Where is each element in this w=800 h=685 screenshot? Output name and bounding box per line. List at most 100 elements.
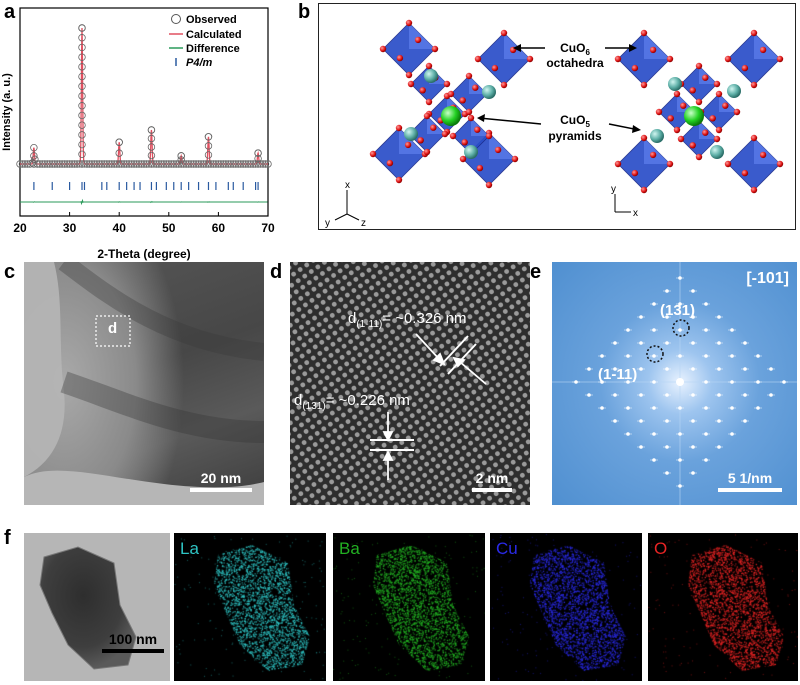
observed-point [192, 160, 200, 168]
legend-difference: Difference [186, 43, 240, 55]
eds-map-la: La [174, 533, 326, 681]
eds-map-o-canvas [648, 533, 798, 681]
difference-curve [20, 198, 268, 206]
xrd-chart: 20 30 40 50 60 70 Observed Calculated Differe… [1, 7, 275, 261]
observed-point [78, 140, 86, 149]
eds-map-cu-canvas [490, 533, 642, 681]
observed-point [172, 160, 180, 168]
observed-point [83, 160, 91, 168]
d-symbol-1: d [348, 310, 357, 327]
observed-point [197, 160, 205, 168]
observed-point [98, 160, 106, 168]
octahedra-label-main: CuO [560, 41, 585, 55]
observed-point [41, 160, 49, 168]
observed-point [199, 160, 208, 168]
legend-observed-marker [171, 14, 181, 24]
observed-point [224, 160, 233, 168]
observed-point [207, 160, 215, 168]
observed-point [204, 151, 213, 159]
fft-scale-label: 5 1/nm [727, 470, 773, 486]
structure-view-right [614, 29, 784, 194]
tem-image: d 20 nm [24, 262, 264, 505]
eds-label-ba: Ba [339, 539, 360, 558]
observed-point [78, 131, 86, 139]
observed-point [147, 126, 156, 134]
fft-pattern: [-101] (131) (1-11) 5 1/nm [552, 262, 797, 505]
observed-point [127, 160, 136, 168]
observed-point [264, 160, 272, 168]
observed-point [115, 149, 123, 157]
eds-map-ba: Ba [333, 533, 485, 681]
observed-point [95, 160, 104, 168]
observed-point [259, 160, 267, 168]
observed-point [70, 160, 79, 168]
observed-point [51, 160, 59, 168]
observed-point [43, 160, 51, 168]
observed-point [38, 160, 47, 168]
observed-point [78, 150, 86, 158]
x-tick-label: 70 [261, 221, 275, 235]
observed-point [214, 160, 223, 168]
observed-point [58, 160, 66, 168]
observed-point [108, 160, 116, 168]
panel-label-e: e [530, 261, 542, 283]
pyramids-label-word: pyramids [548, 129, 602, 143]
observed-point [219, 160, 228, 168]
eds-label-o: O [654, 539, 668, 558]
d-value-1-11: = ~0.326 nm [382, 310, 467, 327]
observed-point [254, 160, 262, 168]
d-value-131: = ~0.226 nm [325, 392, 410, 409]
legend-calculated: Calculated [186, 29, 242, 41]
crystal-structure: CuO6 octahedra CuO5 pyramids x y z [325, 19, 784, 229]
observed-point [78, 24, 86, 32]
observed-point [254, 149, 262, 157]
observed-point [21, 160, 29, 168]
observed-point [85, 160, 94, 168]
observed-point [78, 92, 86, 100]
d-spacing-131: d(131)= ~0.226 nm [294, 392, 410, 412]
observed-point [93, 160, 101, 168]
observed-point [189, 160, 198, 168]
eds-map-cu: Cu [490, 533, 642, 681]
observed-point [78, 53, 86, 61]
octahedra-label-sub: 6 [585, 48, 590, 57]
observed-point [135, 160, 143, 168]
x-tick-label: 30 [63, 221, 77, 235]
spot-1-11-label: (1-11) [598, 366, 638, 383]
hrtem-scale-label: 2 nm [475, 470, 509, 486]
zone-axis-label: [-101] [746, 270, 789, 287]
eds-scale-label: 100 nm [108, 631, 158, 647]
observed-point [237, 160, 245, 168]
observed-point [152, 160, 161, 168]
observed-point [115, 138, 123, 146]
observed-point [147, 134, 156, 143]
observed-point [30, 160, 38, 168]
observed-point [145, 160, 153, 168]
crystal-structure-panel: CuO6 octahedra CuO5 pyramids x y z [318, 3, 796, 230]
x-axis-label: 2-Theta (degree) [97, 247, 190, 261]
observed-point [137, 160, 146, 168]
panel-label-d: d [270, 261, 283, 283]
axis-right-up: y [611, 184, 616, 195]
eds-label-cu: Cu [496, 539, 518, 558]
observed-point [182, 160, 190, 168]
eds-map-la-canvas [174, 533, 326, 681]
plot-frame [19, 7, 269, 217]
observed-point [132, 160, 141, 168]
observed-point [36, 160, 44, 168]
observed-point [204, 142, 213, 150]
observed-point [229, 160, 237, 168]
observed-point [167, 160, 175, 168]
observed-point [125, 160, 133, 168]
observed-point [170, 160, 178, 168]
fft-scale-bar [718, 488, 782, 492]
observed-point [78, 160, 86, 168]
observed-point [160, 160, 168, 168]
observed-point [194, 160, 203, 168]
observed-point [78, 72, 86, 81]
tem-scale-label: 20 nm [200, 470, 242, 486]
eds-scale-bar [102, 649, 164, 653]
axis-left-right: z [361, 218, 366, 229]
observed-point [33, 160, 42, 168]
axis-left-up: x [345, 180, 350, 191]
